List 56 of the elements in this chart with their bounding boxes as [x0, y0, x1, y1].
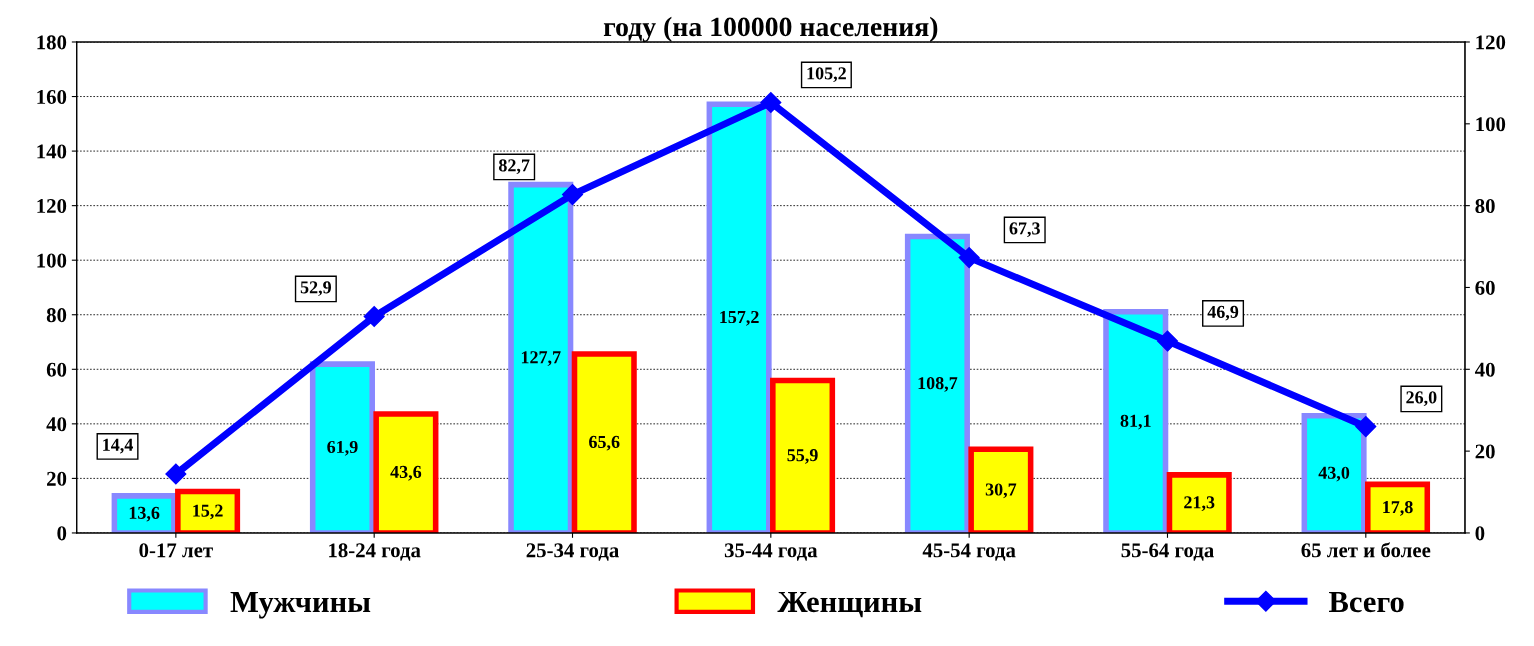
- y2-tick-label: 60: [1475, 280, 1495, 295]
- y2-tick-label: 80: [1475, 199, 1495, 214]
- x-tick-label: 45-54 года: [922, 543, 1016, 561]
- data-label: 15,2: [193, 504, 223, 520]
- data-label: 17,8: [1383, 501, 1413, 516]
- y-tick-label: 0: [57, 526, 67, 541]
- data-label: 82,7: [498, 159, 530, 175]
- data-label: 105,2: [807, 67, 846, 83]
- point: [561, 184, 584, 206]
- y2-tick-label: 40: [1474, 362, 1495, 377]
- data-label: 13,6: [129, 506, 160, 522]
- legend-label: Женщины: [777, 591, 922, 618]
- data-label: 61,9: [327, 440, 358, 456]
- point: [1156, 330, 1178, 352]
- data-label: 55,9: [787, 449, 818, 464]
- data-label: 30,7: [985, 483, 1017, 499]
- point: [1355, 416, 1377, 438]
- y-tick-label: 20: [47, 471, 67, 486]
- data-label: 127,7: [521, 351, 561, 366]
- y-tick-label: 60: [46, 362, 67, 377]
- x-tick-label: 25-34 года: [526, 543, 619, 561]
- data-label: 52,9: [300, 281, 331, 297]
- y-tick-label: 80: [46, 308, 67, 323]
- data-label: 108,7: [918, 377, 958, 392]
- x-tick-label: 0-17 лет: [139, 543, 213, 558]
- x-tick-label: 35-44 года: [724, 543, 818, 561]
- data-label: 21,3: [1184, 496, 1215, 512]
- data-label: 65,6: [589, 435, 620, 451]
- y2-tick-label: 0: [1475, 526, 1485, 541]
- data-label: 43,6: [390, 465, 422, 481]
- data-label: 157,2: [720, 310, 759, 326]
- x-tick-label: 65 лет и более: [1301, 542, 1431, 558]
- data-label: 46,9: [1207, 305, 1239, 321]
- y-tick-label: 120: [37, 199, 67, 214]
- point: [760, 92, 782, 114]
- y2-tick-label: 100: [1476, 117, 1506, 132]
- x-tick-label: 18-24 года: [329, 543, 421, 561]
- y-tick-label: 160: [37, 89, 67, 104]
- data-label: 43,0: [1318, 466, 1350, 482]
- chart-title: году (на 100000 населения): [603, 16, 938, 42]
- y-tick-label: 100: [37, 253, 67, 268]
- y-tick-label: 180: [37, 35, 67, 50]
- y-tick-label: 40: [46, 417, 67, 432]
- data-label: 14,4: [103, 438, 133, 454]
- y-tick-label: 140: [37, 144, 67, 159]
- data-label: 67,3: [1009, 222, 1040, 238]
- x-tick-label: 55-64 года: [1121, 543, 1214, 561]
- y2-tick-label: 20: [1475, 444, 1495, 459]
- point: [165, 463, 187, 485]
- y2-tick-label: 120: [1476, 35, 1506, 50]
- point: [958, 247, 980, 269]
- legend-label: Всего: [1329, 591, 1404, 613]
- data-label: 81,1: [1120, 414, 1151, 430]
- legend-label: Мужчины: [230, 591, 371, 619]
- data-label: 26,0: [1406, 391, 1437, 407]
- point: [363, 306, 385, 328]
